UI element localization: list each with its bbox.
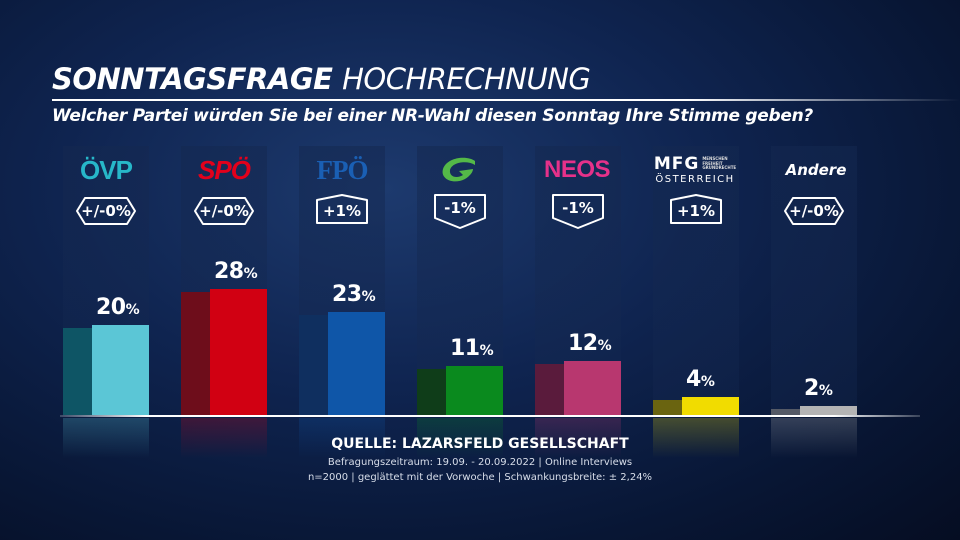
bar-value-number: 2 — [804, 376, 819, 401]
bar — [800, 406, 857, 415]
green-swoosh-icon — [442, 157, 475, 182]
change-badge-text: +/-0% — [199, 202, 249, 220]
source-label: QUELLE: LAZARSFELD GESELLSCHAFT — [331, 436, 629, 452]
spoe-logo: SPÖ — [169, 152, 279, 188]
change-badge-text: -1% — [562, 198, 594, 217]
bar-reflection — [181, 418, 267, 458]
bar-reflection — [63, 418, 149, 458]
title-bold: SONNTAGSFRAGE — [52, 62, 333, 96]
andere-label-text: Andere — [785, 161, 847, 179]
change-badge: +/-0% — [187, 196, 261, 226]
mfg-logo-main: MFG — [653, 153, 700, 174]
bar-value-label: 28% — [214, 259, 258, 284]
bar — [446, 365, 503, 415]
change-badge-text: +/-0% — [789, 202, 839, 220]
bar-side — [299, 314, 328, 415]
bar-value-number: 23 — [332, 281, 362, 307]
bar-value-unit: % — [700, 374, 715, 390]
bar-side — [653, 400, 682, 415]
chart-baseline — [60, 415, 920, 417]
bar — [210, 289, 267, 415]
bar-side — [771, 409, 800, 415]
column-background — [771, 146, 857, 416]
chart-subtitle: Welcher Partei würden Sie bei einer NR-W… — [52, 106, 813, 126]
change-badge: -1% — [541, 194, 615, 229]
bar-value-unit: % — [597, 338, 612, 354]
title-light: HOCHRECHNUNG — [342, 62, 591, 96]
bar-value-label: 2% — [804, 376, 833, 401]
change-badge-text: +/-0% — [81, 202, 131, 220]
bar-reflection — [771, 418, 857, 458]
change-badge-text: +1% — [322, 202, 362, 220]
change-badge: +1% — [659, 194, 733, 224]
mfg-logo-small-3: GRUNDRECHTE — [702, 165, 737, 171]
oevp-logo-text: ÖVP — [80, 154, 133, 185]
andere-label: Andere — [761, 152, 871, 188]
change-badge-text: -1% — [444, 198, 476, 217]
spoe-logo-text: SPÖ — [198, 154, 251, 185]
bar-value-label: 4% — [686, 367, 715, 392]
bar-side — [535, 364, 564, 415]
gruene-logo — [405, 152, 515, 188]
fpoe-logo: FPÖ — [287, 152, 397, 188]
neos-logo: NEOS — [522, 152, 632, 188]
oevp-logo: ÖVP — [51, 152, 161, 188]
title-rule — [52, 99, 960, 101]
bar-value-unit: % — [243, 266, 258, 282]
change-badge: +/-0% — [777, 196, 851, 226]
bar-value-number: 28 — [214, 259, 244, 284]
bar-reflection — [299, 418, 385, 458]
bar-value-label: 12% — [568, 331, 612, 356]
change-badge-text: +1% — [676, 202, 716, 220]
bar-reflection — [417, 418, 503, 458]
bar-value-label: 23% — [332, 281, 376, 307]
bar-value-unit: % — [479, 342, 494, 359]
bar-value-unit: % — [361, 288, 376, 305]
bar-side — [181, 292, 210, 415]
bar — [92, 325, 149, 415]
bar-side — [63, 328, 92, 415]
bar-value-number: 4 — [686, 367, 701, 392]
neos-logo-text: NEOS — [543, 156, 611, 183]
bar — [682, 397, 739, 415]
bar — [328, 311, 385, 415]
bar-value-label: 11% — [450, 335, 494, 361]
bar-value-number: 11 — [450, 335, 480, 361]
change-badge: +/-0% — [69, 196, 143, 226]
change-badge: -1% — [423, 194, 497, 229]
mfg-logo-small-2: FREIHEIT — [702, 160, 723, 166]
mfg-logo-sub: ÖSTERREICH — [655, 173, 735, 185]
bar-reflection — [535, 418, 621, 458]
bar-value-number: 20 — [96, 295, 126, 320]
mfg-logo: MFG MENSCHEN FREIHEIT GRUNDRECHTE ÖSTERR… — [640, 152, 750, 188]
bar-value-number: 12 — [568, 331, 598, 356]
mfg-logo-small-1: MENSCHEN — [702, 156, 728, 162]
fpoe-logo-text: FPÖ — [316, 154, 369, 185]
bar-value-label: 20% — [96, 295, 140, 320]
bar-reflection — [653, 418, 739, 458]
sample-info: n=2000 | geglättet mit der Vorwoche | Sc… — [307, 472, 653, 483]
chart-title: SONNTAGSFRAGE HOCHRECHNUNG — [52, 62, 591, 96]
column-background — [653, 146, 739, 416]
bar-value-unit: % — [125, 302, 140, 318]
bar — [564, 361, 621, 415]
change-badge: +1% — [305, 194, 379, 224]
bar-value-unit: % — [818, 383, 833, 399]
bar-side — [417, 368, 446, 415]
survey-period: Befragungszeitraum: 19.09. - 20.09.2022 … — [327, 457, 633, 468]
